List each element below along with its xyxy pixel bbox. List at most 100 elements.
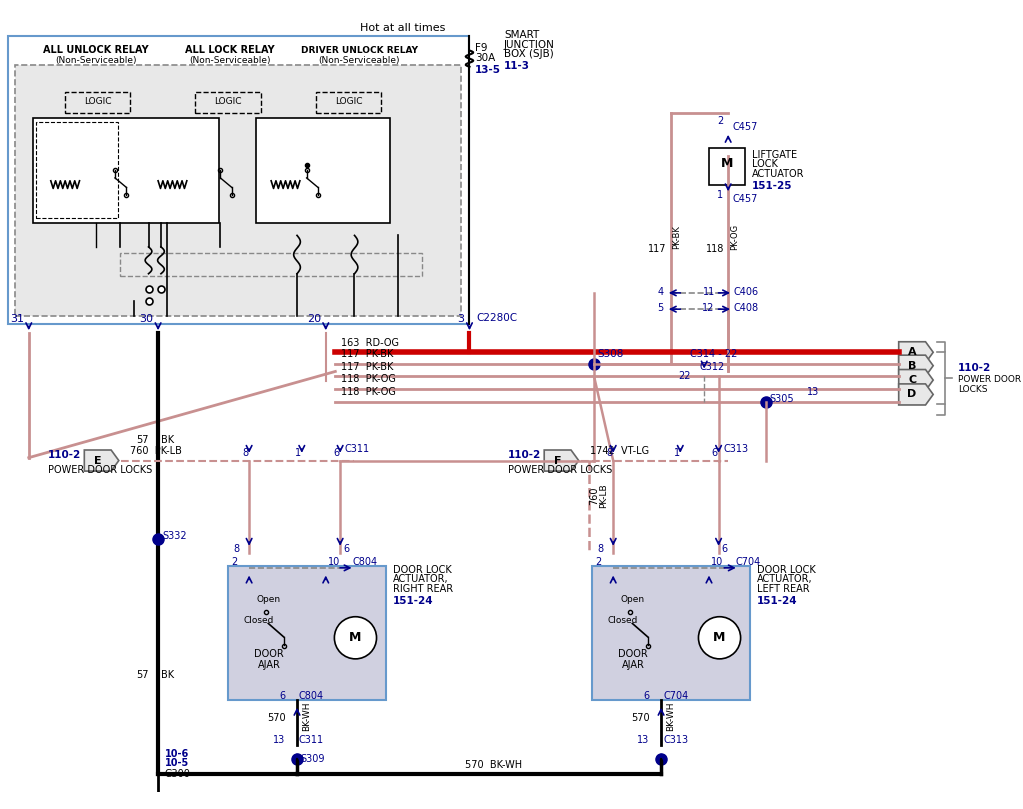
Text: E: E <box>94 455 101 465</box>
Text: LOCKS: LOCKS <box>959 384 987 393</box>
Text: AJAR: AJAR <box>622 660 644 671</box>
Text: ACTUATOR,: ACTUATOR, <box>757 574 812 584</box>
Text: C311: C311 <box>345 444 370 454</box>
Text: C2280C: C2280C <box>476 312 518 323</box>
Text: DOOR LOCK: DOOR LOCK <box>757 565 815 574</box>
Text: 117  PK-BK: 117 PK-BK <box>341 362 394 371</box>
Text: 6: 6 <box>333 447 340 458</box>
Text: 22: 22 <box>678 371 691 381</box>
Polygon shape <box>898 384 933 405</box>
Text: C804: C804 <box>299 691 324 701</box>
Text: BK: BK <box>161 435 174 445</box>
Text: 760  PK-LB: 760 PK-LB <box>130 446 182 455</box>
Text: SMART: SMART <box>504 30 539 40</box>
Text: 10-6: 10-6 <box>165 748 189 759</box>
Text: LOCK: LOCK <box>752 159 777 169</box>
Text: D: D <box>907 389 917 400</box>
Text: LOGIC: LOGIC <box>214 97 241 106</box>
Text: 6: 6 <box>721 544 727 553</box>
Text: G300: G300 <box>165 769 190 779</box>
Text: 13: 13 <box>273 735 285 745</box>
Text: C704: C704 <box>663 691 688 701</box>
Text: F9: F9 <box>476 44 488 53</box>
Text: C312: C312 <box>700 362 724 372</box>
Text: S308: S308 <box>596 349 623 359</box>
Bar <box>228 566 386 700</box>
Text: (Non-Serviceable): (Non-Serviceable) <box>55 56 136 65</box>
Text: 163  RD-OG: 163 RD-OG <box>341 337 399 348</box>
Text: 13: 13 <box>637 735 650 745</box>
Text: ALL UNLOCK RELAY: ALL UNLOCK RELAY <box>43 45 148 55</box>
Text: Open: Open <box>257 595 281 604</box>
Bar <box>33 117 219 223</box>
Text: 6: 6 <box>712 447 718 458</box>
Text: JUNCTION: JUNCTION <box>504 40 554 49</box>
Text: 10: 10 <box>711 557 723 567</box>
Polygon shape <box>84 450 119 471</box>
Text: 151-24: 151-24 <box>393 596 434 606</box>
Text: S332: S332 <box>162 532 186 541</box>
Text: BK-WH: BK-WH <box>666 701 675 731</box>
Bar <box>37 122 118 218</box>
Text: 118  PK-OG: 118 PK-OG <box>341 388 396 397</box>
Text: LOGIC: LOGIC <box>84 97 112 106</box>
Text: 30: 30 <box>139 314 153 324</box>
Text: 570: 570 <box>631 714 650 723</box>
Text: DOOR: DOOR <box>619 649 649 659</box>
Text: AJAR: AJAR <box>258 660 280 671</box>
Text: 4: 4 <box>657 287 663 297</box>
Text: 13-5: 13-5 <box>476 65 501 74</box>
Text: 760: 760 <box>589 487 599 506</box>
Text: 8: 8 <box>597 544 604 553</box>
Text: C: C <box>908 375 917 385</box>
Text: (Non-Serviceable): (Non-Serviceable) <box>189 56 271 65</box>
Text: 3: 3 <box>457 314 464 324</box>
Text: 8: 8 <box>607 447 613 458</box>
Circle shape <box>699 616 741 659</box>
Text: C406: C406 <box>733 287 759 297</box>
Text: 151-25: 151-25 <box>752 181 793 192</box>
Bar <box>316 91 382 112</box>
Text: C457: C457 <box>732 194 758 204</box>
Text: 6: 6 <box>279 691 285 701</box>
Text: RIGHT REAR: RIGHT REAR <box>393 584 453 594</box>
Text: C457: C457 <box>732 122 758 132</box>
Text: 10: 10 <box>327 557 340 567</box>
Text: POWER DOOR LOCKS: POWER DOOR LOCKS <box>48 465 152 475</box>
Bar <box>15 65 460 316</box>
Text: 20: 20 <box>307 314 321 324</box>
Bar <box>195 91 261 112</box>
Text: 2: 2 <box>595 557 602 567</box>
Text: 10-5: 10-5 <box>165 758 189 769</box>
Text: LOGIC: LOGIC <box>335 97 362 106</box>
Text: B: B <box>908 361 917 371</box>
Text: A: A <box>907 347 917 358</box>
Polygon shape <box>898 370 933 391</box>
Text: 570: 570 <box>267 714 285 723</box>
Text: 12: 12 <box>703 303 715 313</box>
Text: 31: 31 <box>10 314 24 324</box>
Text: 110-2: 110-2 <box>507 450 541 460</box>
Text: 110-2: 110-2 <box>959 363 991 374</box>
Text: Hot at all times: Hot at all times <box>360 23 445 33</box>
Text: C313: C313 <box>663 735 688 745</box>
Text: DOOR: DOOR <box>255 649 284 659</box>
Text: 1742  VT-LG: 1742 VT-LG <box>590 446 650 455</box>
Text: 2: 2 <box>231 557 237 567</box>
Text: POWER DOOR: POWER DOOR <box>959 375 1021 384</box>
Text: ACTUATOR,: ACTUATOR, <box>393 574 448 584</box>
Text: 13: 13 <box>807 388 819 397</box>
Text: S305: S305 <box>769 394 794 404</box>
Text: Closed: Closed <box>608 616 637 625</box>
Text: 11: 11 <box>703 287 715 297</box>
Text: 8: 8 <box>242 447 249 458</box>
Text: 1: 1 <box>295 447 301 458</box>
Text: C704: C704 <box>736 557 761 567</box>
Bar <box>7 36 470 324</box>
Text: C313: C313 <box>723 444 749 454</box>
Bar <box>256 117 390 223</box>
Text: C804: C804 <box>353 557 377 567</box>
Text: M: M <box>349 631 362 644</box>
Text: DOOR LOCK: DOOR LOCK <box>393 565 451 574</box>
Text: M: M <box>721 158 733 171</box>
